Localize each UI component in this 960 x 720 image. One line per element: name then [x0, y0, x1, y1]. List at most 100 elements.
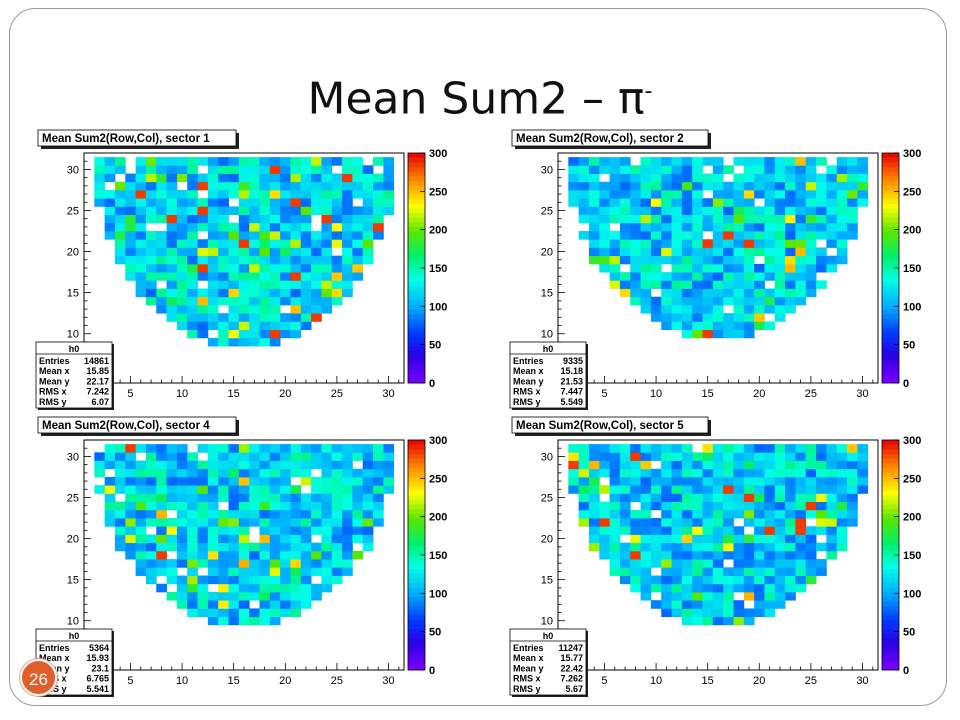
heatmap-cell [599, 157, 611, 166]
heatmap-cell [280, 468, 291, 478]
heatmap-cell [249, 518, 260, 527]
heatmap-cell [342, 518, 353, 527]
heatmap-cell [671, 444, 683, 453]
heatmap-cell [795, 559, 807, 568]
heatmap-cell [342, 214, 353, 224]
heatmap-cell [630, 214, 641, 224]
colorbar-band [408, 346, 425, 352]
colorbar-band [408, 254, 425, 260]
heatmap-cell [764, 321, 776, 330]
heatmap-cell [362, 173, 374, 183]
colorbar-band [882, 476, 899, 482]
heatmap-cell [176, 272, 188, 281]
heatmap-cell [609, 189, 621, 199]
colorbar-band [408, 647, 425, 652]
heatmap-cell [681, 263, 693, 273]
heatmap-cell [650, 600, 662, 609]
heatmap-cell [733, 329, 745, 339]
heatmap-cell [125, 206, 137, 215]
heatmap-cell [588, 247, 600, 257]
heatmap-cell [630, 165, 641, 174]
heatmap-cell [114, 452, 126, 461]
heatmap-cell [785, 583, 796, 593]
heatmap-cell [197, 534, 209, 544]
heatmap-cell [362, 542, 374, 552]
heatmap-cell [847, 189, 858, 199]
heatmap-cell [588, 526, 600, 535]
heatmap-cell [249, 542, 260, 552]
heatmap-cell [640, 559, 652, 568]
heatmap-cell [785, 231, 796, 240]
colorbar-tick-label: 200 [903, 512, 921, 524]
colorbar-band [408, 332, 425, 338]
heatmap-cell [671, 173, 683, 183]
heatmap-cell [249, 255, 260, 265]
heatmap-cell [733, 575, 745, 585]
heatmap-cell [373, 501, 384, 511]
heatmap-cell [619, 181, 631, 191]
heatmap-cell [630, 476, 641, 486]
heatmap-cell [681, 247, 693, 257]
heatmap-cell [238, 165, 250, 174]
heatmap-cell [630, 255, 641, 265]
heatmap-cell [300, 263, 312, 273]
heatmap-cell [197, 591, 209, 601]
heatmap-cell [774, 550, 786, 560]
heatmap-cell [249, 165, 260, 174]
heatmap-cell [156, 550, 167, 560]
heatmap-cell [785, 485, 796, 494]
heatmap-cell [764, 173, 776, 183]
heatmap-cell [640, 263, 652, 273]
heatmap-cell [836, 501, 848, 511]
heatmap-cell [331, 255, 343, 265]
heatmap-cell [197, 526, 209, 535]
heatmap-cell [681, 518, 693, 527]
heatmap-cell [218, 534, 229, 544]
heatmap-cell [249, 575, 260, 585]
heatmap-cell [280, 600, 291, 609]
heatmap-cell [692, 296, 703, 306]
heatmap-cell [218, 600, 229, 609]
heatmap-cell [228, 542, 240, 552]
heatmap-cell [228, 337, 240, 347]
heatmap-cell [723, 452, 734, 461]
stats-key: RMS x [39, 387, 67, 397]
x-tick-label: 5 [127, 388, 133, 400]
heatmap-cell [166, 542, 178, 552]
heatmap-cell [723, 468, 734, 478]
heatmap-cell [805, 559, 817, 568]
heatmap-cell [331, 518, 343, 527]
colorbar-band [882, 633, 899, 639]
heatmap-cell [156, 559, 167, 568]
heatmap-cell [362, 247, 374, 257]
heatmap-cell [743, 452, 755, 461]
heatmap-cell [671, 485, 683, 494]
heatmap-cell [311, 567, 322, 576]
heatmap-cell [630, 288, 641, 298]
heatmap-cell [785, 247, 796, 257]
heatmap-cell [723, 509, 734, 519]
heatmap-cell [650, 583, 662, 593]
heatmap-cell [764, 296, 776, 306]
heatmap-cell [661, 476, 672, 486]
heatmap-cell [249, 288, 260, 298]
heatmap-cell [795, 575, 807, 585]
stats-key: Mean y [513, 663, 544, 673]
heatmap-cell [156, 173, 167, 183]
heatmap-cell [290, 296, 302, 306]
colorbar-band [882, 208, 899, 214]
colorbar-band [408, 467, 425, 473]
heatmap-cell [764, 493, 776, 502]
heatmap-cell [94, 460, 106, 470]
colorbar-band [408, 337, 425, 342]
heatmap-cell [671, 304, 683, 314]
heatmap-cell [847, 518, 858, 527]
heatmap-cell [640, 165, 652, 174]
heatmap-cell [692, 288, 703, 298]
heatmap-cell [640, 189, 652, 199]
heatmap-cell [785, 206, 796, 215]
heatmap-cell [259, 444, 271, 453]
heatmap-cell [280, 509, 291, 519]
heatmap-cell [588, 255, 600, 265]
heatmap-cell [166, 157, 178, 166]
